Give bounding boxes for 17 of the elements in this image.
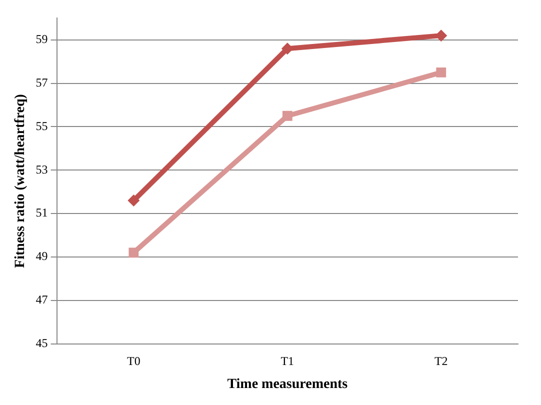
x-axis-title: Time measurements xyxy=(227,377,348,392)
y-axis-title: Fitness ratio (watt/heartfreq) xyxy=(13,94,28,268)
y-tick-label: 51 xyxy=(36,206,48,220)
point xyxy=(128,194,140,207)
point xyxy=(436,68,446,78)
y-tick-label: 45 xyxy=(36,336,48,350)
x-tick-label: T2 xyxy=(434,354,448,368)
y-tick-label: 59 xyxy=(36,32,48,46)
x-tick-label: T1 xyxy=(280,354,294,368)
point xyxy=(282,110,292,121)
point xyxy=(128,248,139,258)
y-tick-label: 57 xyxy=(36,75,48,90)
y-tick-label: 55 xyxy=(36,118,48,133)
y-tick-label: 49 xyxy=(36,249,48,264)
y-tick-label: 53 xyxy=(36,162,48,176)
y-tick-label: 47 xyxy=(36,292,48,307)
x-tick-label: T0 xyxy=(126,354,140,368)
